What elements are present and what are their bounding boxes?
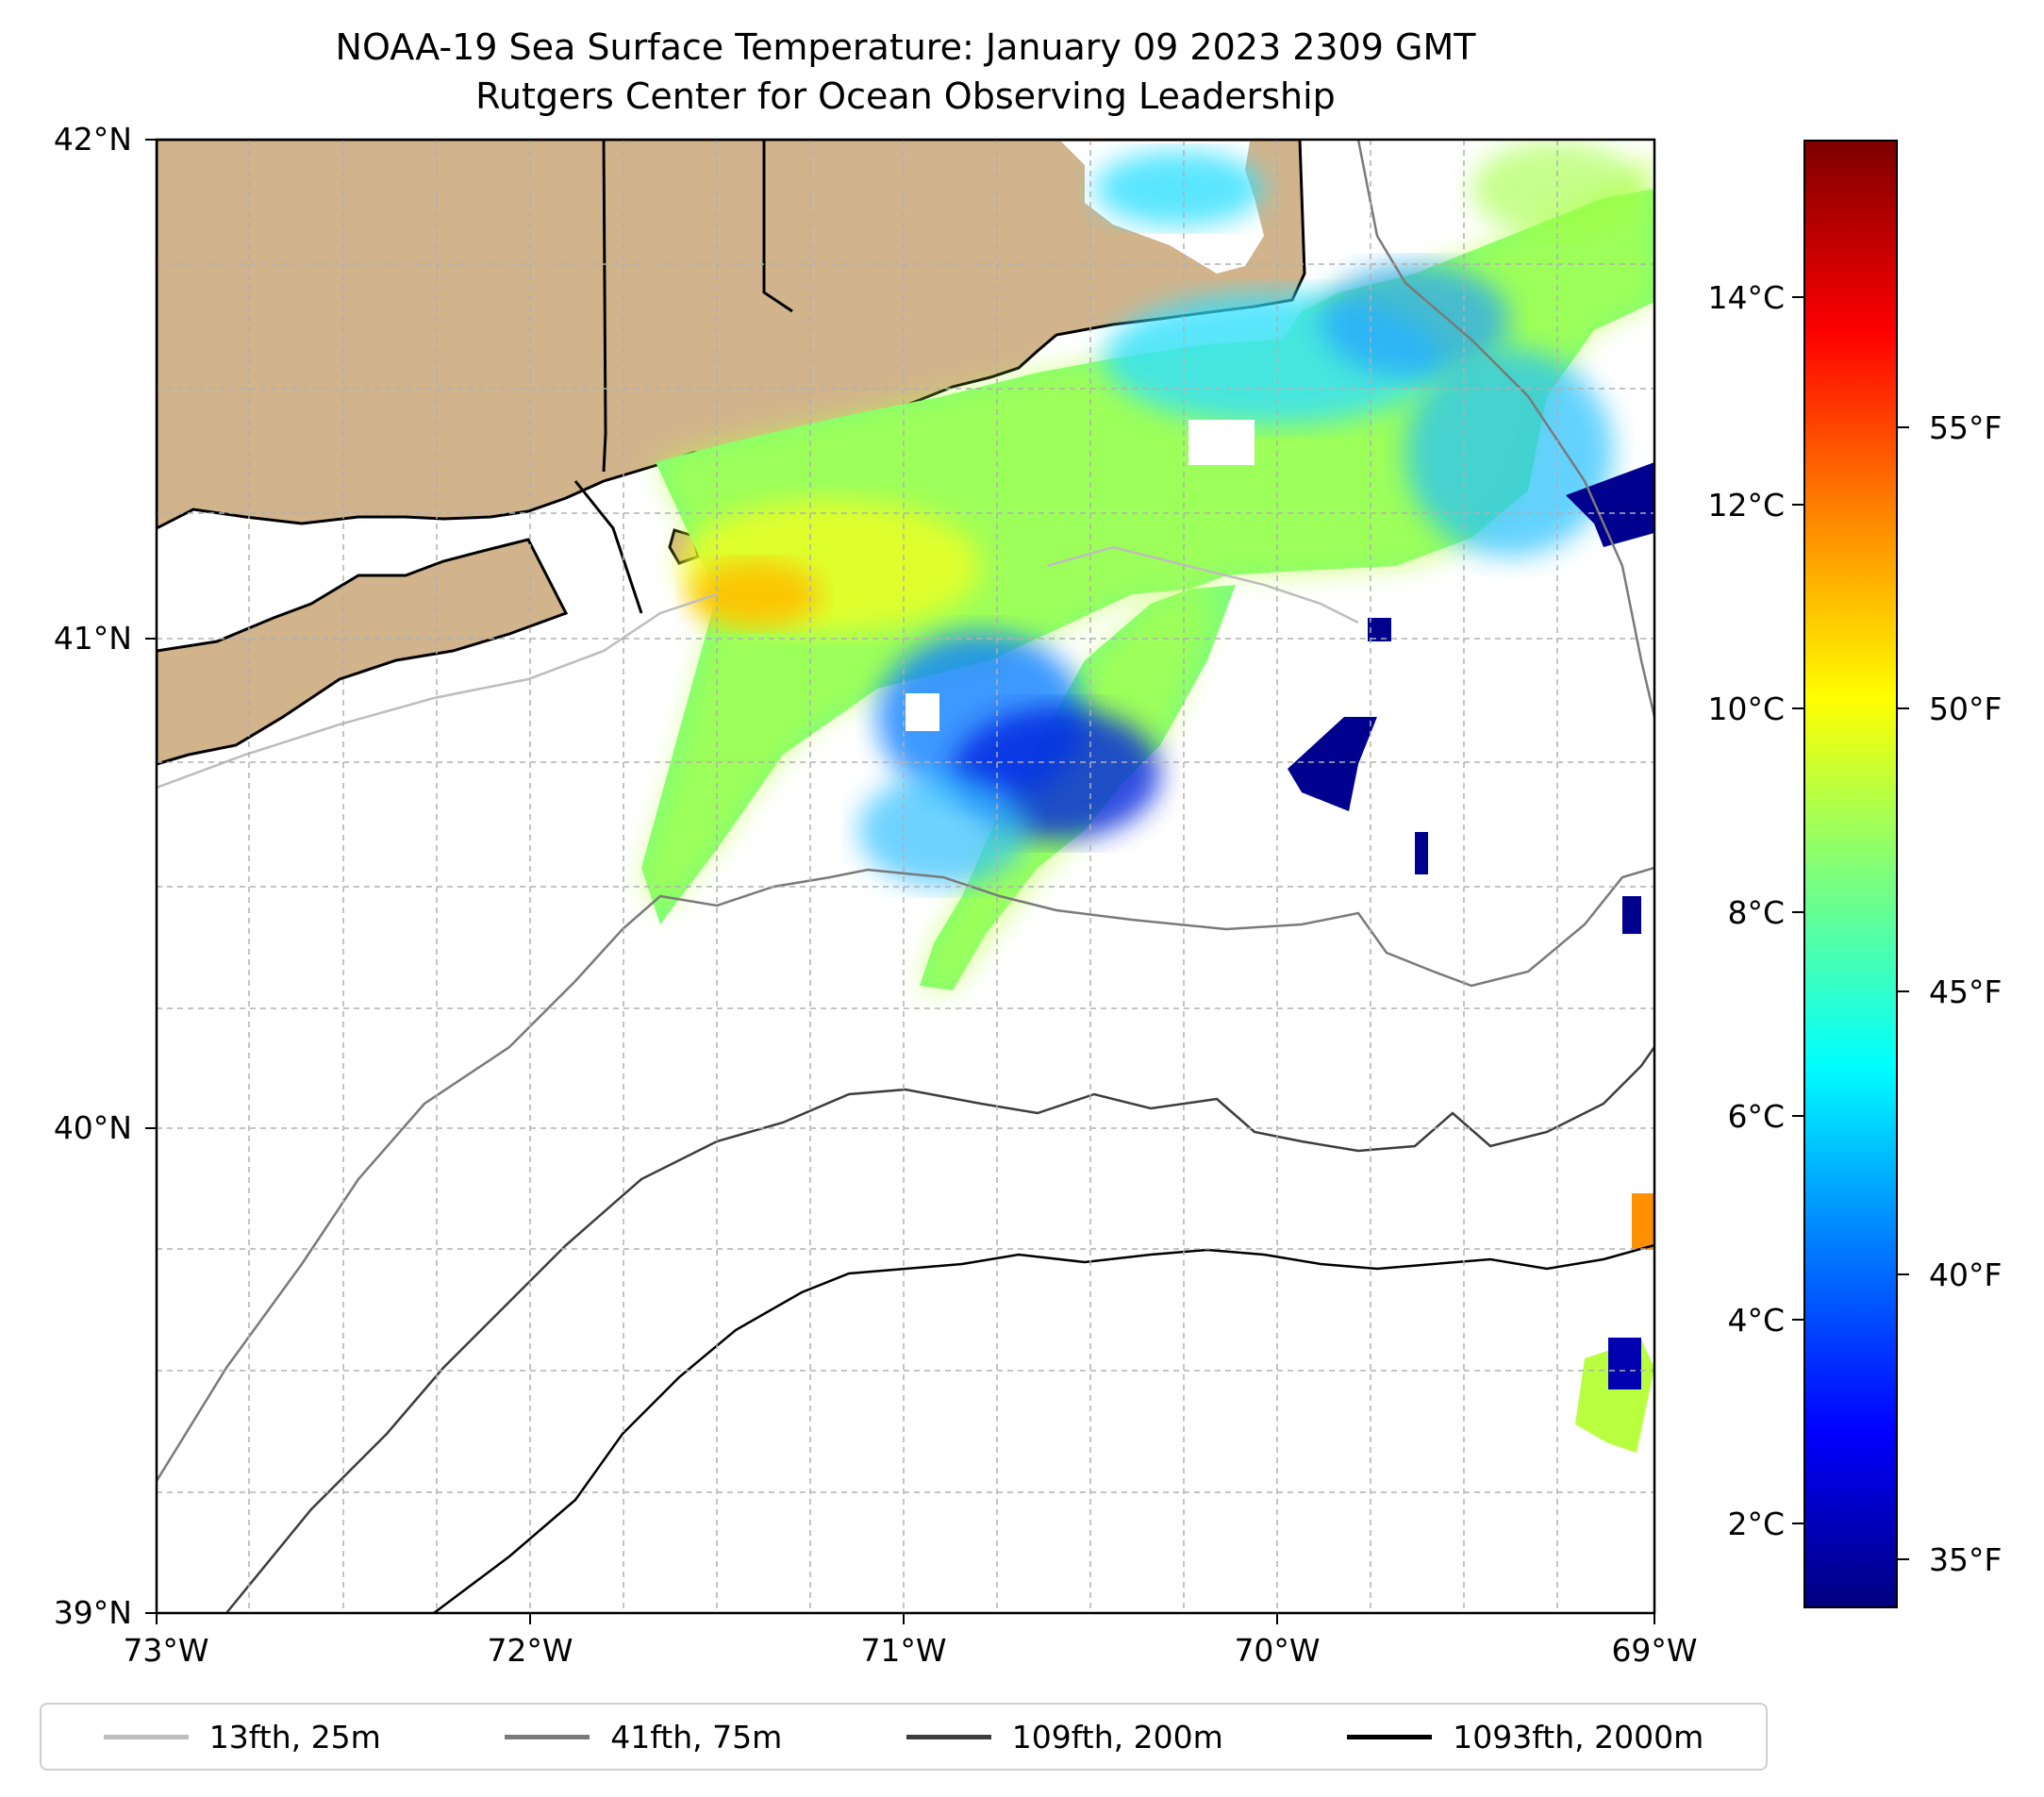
legend-swatch-25m <box>103 1734 189 1739</box>
colorbar-fahrenheit-label: 35°F <box>1929 1541 2002 1578</box>
lon-tick-label: 69°W <box>1611 1632 1698 1669</box>
bathymetry-75m <box>157 140 1654 1482</box>
lat-tick-label: 39°N <box>53 1594 132 1631</box>
bathymetry-2000m <box>433 1243 1654 1613</box>
colorbar-tick <box>1898 1273 1909 1275</box>
colorbar-tick <box>1792 911 1803 913</box>
colorbar-celsius-label: 4°C <box>1727 1302 1785 1339</box>
lon-tick-label: 72°W <box>487 1632 573 1669</box>
colorbar-tick <box>1898 707 1909 709</box>
colorbar-tick <box>1898 426 1909 428</box>
bathymetry-200m <box>225 1046 1654 1613</box>
bathymetry-legend: 13fth, 25m 41fth, 75m 109fth, 200m 1093f… <box>40 1703 1768 1771</box>
lon-tick-label: 70°W <box>1234 1632 1321 1669</box>
legend-swatch-75m <box>505 1734 590 1739</box>
map-title: NOAA-19 Sea Surface Temperature: January… <box>335 26 1476 68</box>
colorbar-tick <box>1792 504 1803 506</box>
lat-tick-label: 42°N <box>53 121 132 158</box>
colorbar-tick <box>1792 1522 1803 1524</box>
colorbar-tick <box>1898 990 1909 992</box>
colorbar-celsius-label: 8°C <box>1727 894 1785 931</box>
legend-item: 13fth, 25m <box>103 1718 381 1755</box>
legend-item: 109fth, 200m <box>906 1719 1223 1755</box>
long-island-land <box>157 538 569 766</box>
lat-tick-label: 41°N <box>53 620 132 657</box>
colorbar-fahrenheit-label: 55°F <box>1929 409 2002 446</box>
legend-swatch-200m <box>906 1734 991 1739</box>
colorbar-celsius-label: 2°C <box>1727 1506 1785 1542</box>
axis-ticks <box>145 139 1655 1624</box>
legend-label: 13fth, 25m <box>208 1718 381 1755</box>
colorbar-tick <box>1792 1319 1803 1321</box>
colorbar-tick <box>1792 1115 1803 1117</box>
map-subtitle: Rutgers Center for Ocean Observing Leade… <box>475 75 1336 117</box>
legend-label: 109fth, 200m <box>1011 1718 1223 1755</box>
sst-swath <box>641 141 1654 1453</box>
colorbar-celsius-label: 6°C <box>1727 1098 1785 1135</box>
temperature-colorbar <box>1803 140 1898 1608</box>
land-masses <box>157 140 1306 766</box>
bathymetry-25m <box>157 545 1359 790</box>
colorbar-celsius-label: 14°C <box>1707 279 1785 316</box>
legend-item: 1093fth, 2000m <box>1347 1719 1703 1755</box>
legend-label: 1093fth, 2000m <box>1453 1718 1704 1755</box>
colorbar-tick <box>1792 707 1803 709</box>
lon-tick-label: 71°W <box>860 1632 947 1669</box>
legend-swatch-2000m <box>1347 1734 1433 1739</box>
colorbar-fahrenheit-label: 50°F <box>1929 691 2002 727</box>
colorbar-celsius-label: 10°C <box>1707 691 1785 727</box>
colorbar-celsius-label: 12°C <box>1707 487 1785 524</box>
state-borders <box>573 140 793 614</box>
colorbar-tick <box>1898 1558 1909 1560</box>
colorbar-tick <box>1792 296 1803 298</box>
gridlines <box>157 140 1654 1613</box>
lat-tick-label: 40°N <box>53 1109 132 1146</box>
legend-item: 41fth, 75m <box>505 1719 782 1755</box>
lon-tick-label: 73°W <box>123 1632 209 1669</box>
colorbar-fahrenheit-label: 40°F <box>1929 1256 2002 1293</box>
legend-label: 41fth, 75m <box>610 1718 783 1755</box>
colorbar-fahrenheit-label: 45°F <box>1929 973 2002 1010</box>
map-frame <box>155 138 1656 1615</box>
